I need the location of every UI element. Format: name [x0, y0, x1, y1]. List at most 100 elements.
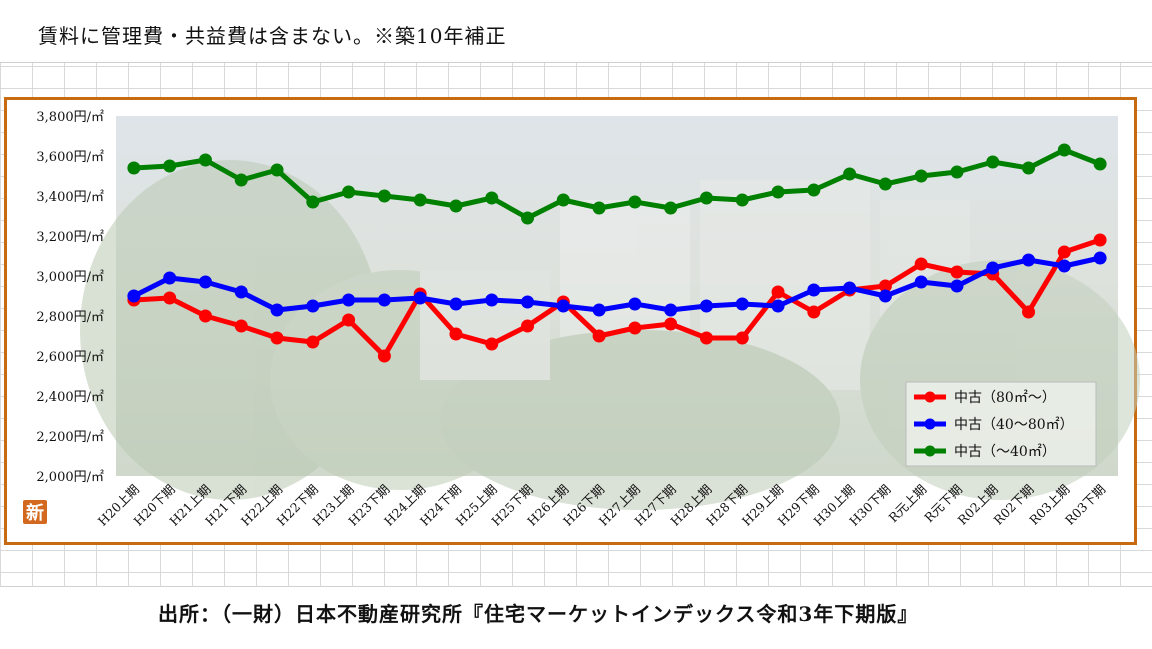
- header-band: [0, 0, 1152, 63]
- data-point: [664, 303, 678, 317]
- data-point: [521, 295, 535, 309]
- data-point: [735, 193, 749, 207]
- data-point: [127, 289, 141, 303]
- legend-label: 中古（～40㎡）: [954, 444, 1056, 460]
- legend-marker: [924, 391, 936, 403]
- data-point: [807, 283, 821, 297]
- data-point: [914, 257, 928, 271]
- data-point: [163, 291, 177, 305]
- legend: 中古（80㎡～） 中古（40～80㎡） 中古（～40㎡）: [905, 381, 1097, 467]
- data-point: [699, 191, 713, 205]
- legend-label: 中古（80㎡～）: [954, 390, 1056, 406]
- data-point: [950, 165, 964, 179]
- data-point: [449, 297, 463, 311]
- data-point: [771, 299, 785, 313]
- data-point: [771, 185, 785, 199]
- data-point: [843, 167, 857, 181]
- data-point: [950, 279, 964, 293]
- data-point: [485, 293, 499, 307]
- data-point: [521, 319, 535, 333]
- legend-label: 中古（40～80㎡）: [954, 417, 1074, 433]
- data-point: [878, 289, 892, 303]
- y-tick-label: 3,200円/㎡: [36, 230, 104, 245]
- badge-box: [23, 500, 47, 524]
- data-point: [306, 195, 320, 209]
- data-point: [664, 201, 678, 215]
- y-tick-label: 3,600円/㎡: [36, 150, 104, 165]
- data-point: [521, 211, 535, 225]
- data-point: [306, 335, 320, 349]
- legend-marker: [924, 418, 936, 430]
- data-point: [592, 303, 606, 317]
- data-point: [342, 185, 356, 199]
- legend-marker: [924, 445, 936, 457]
- badge-label: 新: [26, 502, 44, 524]
- data-point: [413, 291, 427, 305]
- data-point: [1093, 157, 1107, 171]
- data-point: [485, 191, 499, 205]
- data-point: [342, 293, 356, 307]
- data-point: [735, 297, 749, 311]
- y-tick-label: 2,000円/㎡: [36, 470, 104, 485]
- data-point: [628, 297, 642, 311]
- data-point: [234, 285, 248, 299]
- data-point: [1057, 245, 1071, 259]
- y-axis: 2,000円/㎡ 2,200円/㎡ 2,400円/㎡ 2,600円/㎡ 2,800円/㎡…: [36, 110, 104, 485]
- background-photo-decoration: [80, 160, 1140, 510]
- data-point: [1022, 305, 1036, 319]
- data-point: [270, 163, 284, 177]
- data-point: [1057, 143, 1071, 157]
- data-point: [1022, 161, 1036, 175]
- data-point: [914, 275, 928, 289]
- data-point: [914, 169, 928, 183]
- data-point: [592, 201, 606, 215]
- data-point: [556, 193, 570, 207]
- data-point: [377, 293, 391, 307]
- y-tick-label: 2,600円/㎡: [36, 350, 104, 365]
- y-tick-label: 2,800円/㎡: [36, 310, 104, 325]
- data-point: [807, 305, 821, 319]
- data-point: [986, 261, 1000, 275]
- data-point: [198, 275, 212, 289]
- shin-badge: 新: [23, 500, 47, 524]
- y-tick-label: 3,800円/㎡: [36, 110, 104, 125]
- data-point: [413, 193, 427, 207]
- y-tick-label: 3,400円/㎡: [36, 190, 104, 205]
- data-point: [377, 349, 391, 363]
- data-point: [843, 281, 857, 295]
- data-point: [1093, 251, 1107, 265]
- data-point: [449, 327, 463, 341]
- y-tick-label: 3,000円/㎡: [36, 270, 104, 285]
- data-point: [592, 329, 606, 343]
- header-note: 賃料に管理費・共益費は含まない。※築10年補正: [38, 24, 507, 48]
- data-point: [234, 173, 248, 187]
- data-point: [485, 337, 499, 351]
- series-line: [133, 147, 1102, 221]
- data-point: [878, 279, 892, 293]
- data-point: [198, 309, 212, 323]
- series-layer: [127, 143, 1107, 363]
- data-point: [234, 319, 248, 333]
- data-point: [1022, 253, 1036, 267]
- data-point: [628, 321, 642, 335]
- source-citation: 出所：（一財）日本不動産研究所『住宅マーケットインデックス令和3年下期版』: [158, 602, 919, 626]
- data-point: [699, 299, 713, 313]
- data-point: [1093, 233, 1107, 247]
- data-point: [449, 199, 463, 213]
- data-point: [163, 159, 177, 173]
- series-line: [133, 237, 1101, 359]
- data-point: [735, 331, 749, 345]
- data-point: [1057, 259, 1071, 273]
- y-tick-label: 2,400円/㎡: [36, 390, 104, 405]
- data-point: [556, 299, 570, 313]
- y-tick-label: 2,200円/㎡: [36, 430, 104, 445]
- x-tick-label: R03下期: [1062, 482, 1108, 528]
- data-point: [878, 177, 892, 191]
- data-point: [306, 299, 320, 313]
- data-point: [377, 189, 391, 203]
- data-point: [163, 271, 177, 285]
- footer-band: [0, 586, 1152, 649]
- data-point: [664, 317, 678, 331]
- data-point: [270, 331, 284, 345]
